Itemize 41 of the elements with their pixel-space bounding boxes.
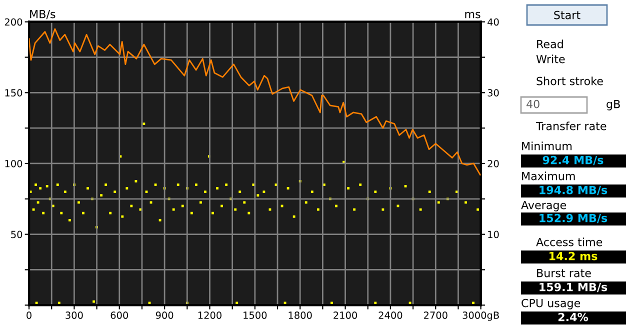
y2-tick-label: 20 <box>488 160 499 168</box>
x-tick-label: 300 <box>66 312 83 319</box>
text: 40 <box>526 100 540 108</box>
x-tick-label: 600 <box>110 312 128 319</box>
x-tick-label: 2100 <box>334 312 358 319</box>
text: Transfer rate <box>536 122 606 130</box>
y-axis-title: MB/s <box>30 10 56 20</box>
text: Write <box>536 54 565 64</box>
text: Average <box>521 200 566 212</box>
text: Maximum <box>522 172 575 180</box>
text: Access time <box>536 238 602 246</box>
text: Minimum <box>522 142 572 150</box>
text: CPU usage <box>522 298 580 310</box>
text: 92.4 MB/s <box>542 156 604 166</box>
y2-axis-title: ms <box>465 12 480 18</box>
text: 2.4% <box>558 312 588 322</box>
x-tick-label: 1800 <box>288 312 312 319</box>
text: 14.2 ms <box>550 252 598 260</box>
text: gB <box>606 100 620 110</box>
x-tick-label: 900 <box>156 312 174 319</box>
y-tick-label: 50 <box>11 230 22 238</box>
y-tick-label: 150 <box>5 89 22 96</box>
x-tick-label: 3000gB <box>462 312 499 321</box>
text: 194.8 MB/s <box>540 186 608 196</box>
text: Burst rate <box>537 268 591 278</box>
text: Start <box>554 10 580 20</box>
text: Short stroke <box>536 76 603 86</box>
text: 152.9 MB/s <box>540 214 608 224</box>
x-tick-label: 2700 <box>424 312 448 319</box>
x-tick-label: 2400 <box>378 312 402 319</box>
line-series <box>29 28 481 176</box>
y-tick-label: 100 <box>5 160 22 168</box>
text: Read <box>537 40 563 48</box>
x-tick-label: 1500 <box>244 312 267 319</box>
y-tick-label: 200 <box>4 18 22 26</box>
y2-tick-label: 10 <box>488 230 499 238</box>
text: 159.1 MB/s <box>540 282 608 292</box>
x-tick-label: 0 <box>26 312 32 319</box>
y2-tick-label: 30 <box>488 89 499 96</box>
y2-tick-label: 40 <box>488 18 499 26</box>
x-tick-label: 1200 <box>198 312 222 319</box>
